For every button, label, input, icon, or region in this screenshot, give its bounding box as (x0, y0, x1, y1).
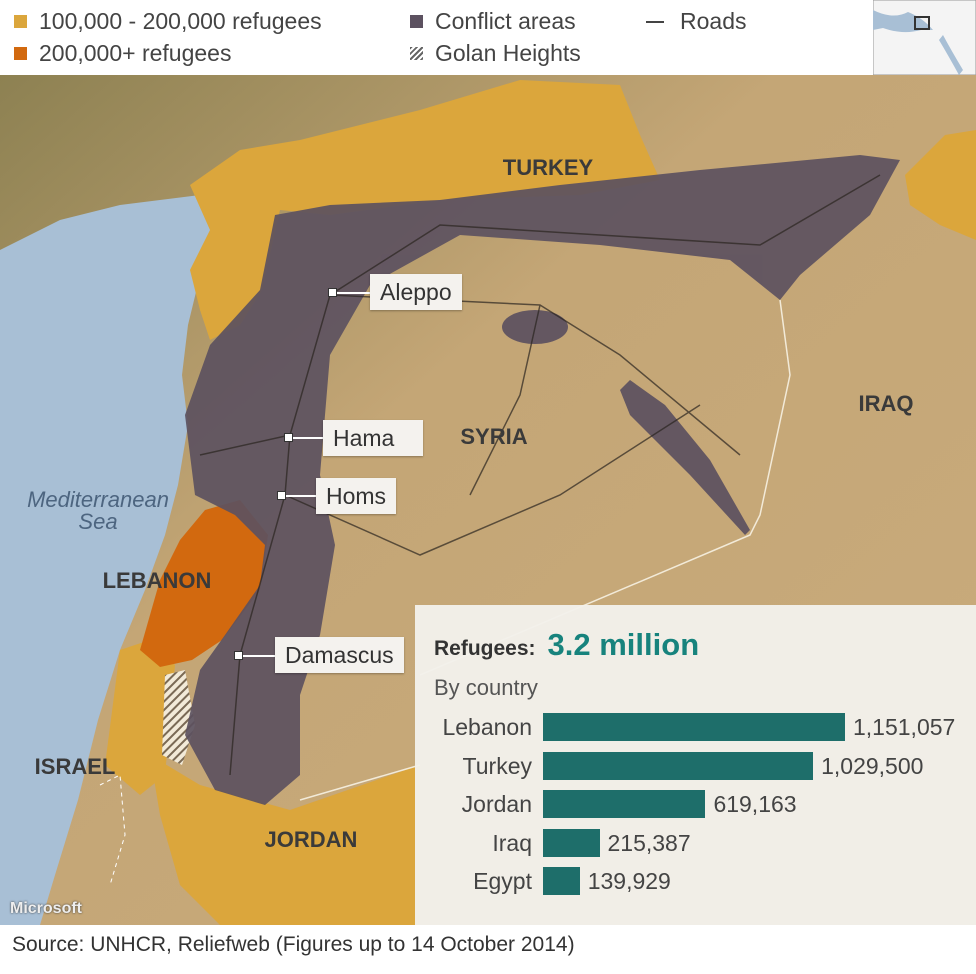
legend-label: 200,000+ refugees (39, 40, 232, 66)
bar-jordan (543, 790, 706, 818)
legend-item-conflict: Conflict areas (410, 8, 576, 35)
bar-value-label: 619,163 (713, 791, 797, 817)
chart-title: Refugees: (434, 637, 536, 660)
bar-row-jordan: Jordan 619,163 (415, 789, 976, 819)
hatch-swatch-icon (410, 47, 423, 60)
sea-label: Mediterranean Sea (27, 489, 169, 533)
city-marker-icon (234, 651, 243, 660)
israel-region (105, 640, 175, 795)
bar-category-label: Turkey (462, 752, 532, 779)
legend-label: Golan Heights (435, 40, 581, 66)
legend-label: Roads (680, 8, 747, 34)
country-label-iraq: IRAQ (858, 391, 914, 416)
locator-map (873, 0, 976, 75)
map-credit: Microsoft (10, 900, 82, 917)
leader-line (285, 495, 317, 497)
country-label-turkey: TURKEY (502, 155, 594, 180)
bar-category-label: Egypt (473, 868, 532, 894)
country-label-lebanon: LEBANON (102, 568, 212, 593)
bar-category-label: Lebanon (442, 714, 532, 740)
legend-label: 100,000 - 200,000 refugees (39, 8, 322, 34)
bar-lebanon (543, 713, 845, 741)
refugee-chart-panel: Refugees: 3.2 million By country Lebanon… (415, 605, 976, 925)
city-marker-icon (284, 433, 293, 442)
purple-swatch-icon (410, 15, 423, 28)
bar-iraq (543, 828, 600, 857)
bar-turkey (543, 751, 814, 780)
orange-swatch-icon (14, 47, 27, 60)
bar-egypt (543, 867, 580, 895)
road-line-icon (646, 20, 664, 23)
bar-value-label: 215,387 (607, 829, 691, 856)
bar-row-iraq: Iraq 215,387 (415, 828, 976, 858)
borders (299, 299, 791, 801)
chart-subtitle: By country (434, 675, 538, 700)
sea-label-line2: Sea (78, 509, 118, 534)
bar-value-label: 1,029,500 (821, 752, 924, 779)
country-label-syria: SYRIA (460, 424, 528, 449)
legend-item-roads: Roads (646, 8, 746, 35)
city-marker-icon (277, 491, 286, 500)
city-label-aleppo: Aleppo (370, 274, 462, 310)
city-label-homs: Homs (316, 478, 397, 514)
bar-category-label: Iraq (492, 829, 532, 856)
leader-line (292, 437, 324, 439)
bar-row-egypt: Egypt 139,929 (415, 866, 976, 896)
country-label-jordan: JORDAN (264, 827, 358, 852)
leader-line (336, 292, 372, 294)
legend-label: Conflict areas (435, 8, 576, 34)
city-label-damascus: Damascus (275, 637, 404, 673)
iraq-region (905, 130, 976, 240)
turkey-region (190, 80, 660, 340)
legend-item-100k-200k: 100,000 - 200,000 refugees (14, 8, 322, 35)
source-footer: Source: UNHCR, Reliefweb (Figures up to … (0, 925, 976, 974)
bar-row-turkey: Turkey 1,029,500 (415, 751, 976, 781)
legend-item-200k-plus: 200,000+ refugees (14, 40, 231, 67)
legend-item-golan: Golan Heights (410, 40, 581, 67)
leader-line (242, 655, 276, 657)
sea (0, 195, 225, 925)
bar-value-label: 1,151,057 (853, 714, 956, 740)
city-label-hama: Hama (323, 420, 423, 456)
west-bank-border (99, 774, 126, 886)
jordan-region (150, 755, 420, 925)
sea-label-line1: Mediterranean (27, 487, 169, 512)
chart-header: Refugees: 3.2 million (434, 627, 699, 663)
lebanon-region (140, 500, 268, 667)
bar-category-label: Jordan (461, 791, 532, 817)
bar-row-lebanon: Lebanon 1,151,057 (415, 712, 976, 742)
golan-heights (162, 670, 195, 765)
refugee-total: 3.2 million (547, 627, 700, 662)
yellow-swatch-icon (14, 15, 27, 28)
city-marker-icon (328, 288, 337, 297)
country-label-israel: ISRAEL (34, 754, 116, 779)
bar-value-label: 139,929 (587, 868, 671, 894)
legend: 100,000 - 200,000 refugees 200,000+ refu… (0, 0, 873, 75)
